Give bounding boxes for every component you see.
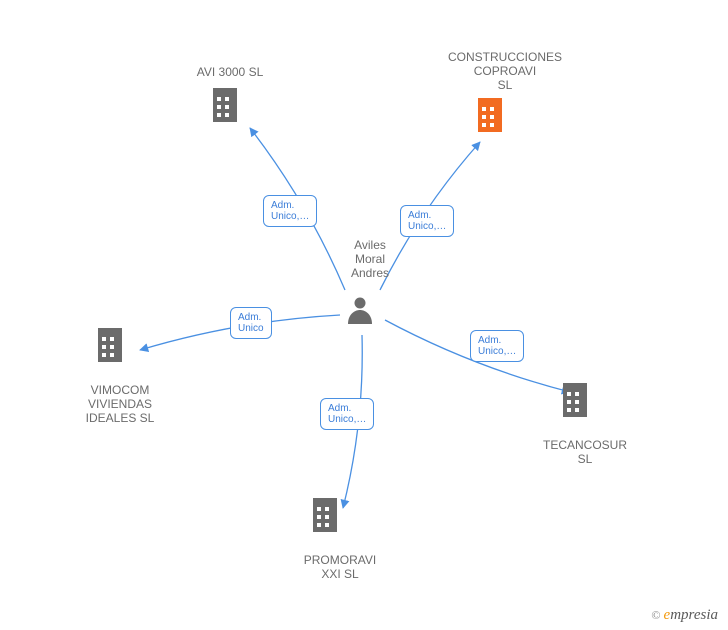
promoravi-building-icon bbox=[310, 498, 340, 532]
edge-badge-avi3000: Adm. Unico,… bbox=[263, 195, 317, 227]
copyright-symbol: © bbox=[651, 608, 660, 622]
tecancosur-building-icon bbox=[560, 383, 590, 417]
vimocom-building-icon bbox=[95, 328, 125, 362]
edge-badge-promoravi: Adm. Unico,… bbox=[320, 398, 374, 430]
avi3000-building-icon bbox=[210, 88, 240, 122]
edge-badge-coproavi: Adm. Unico,… bbox=[400, 205, 454, 237]
brand-rest: mpresia bbox=[670, 607, 718, 623]
edge-badge-vimocom: Adm. Unico bbox=[230, 307, 272, 339]
edge-badge-tecancosur: Adm. Unico,… bbox=[470, 330, 524, 362]
person-icon bbox=[347, 296, 373, 324]
coproavi-building-icon bbox=[475, 98, 505, 132]
copyright-footer: © empresia bbox=[651, 607, 718, 624]
